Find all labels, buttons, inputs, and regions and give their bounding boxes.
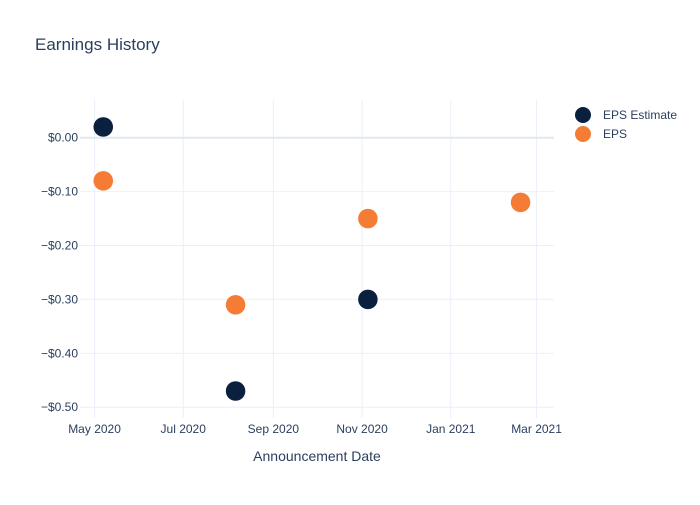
- series-eps-estimate: [93, 116, 531, 402]
- eps-point[interactable]: [93, 170, 114, 192]
- series-eps: [93, 170, 531, 316]
- y-tick-label: −$0.40: [41, 346, 78, 360]
- legend-label: EPS: [603, 127, 627, 141]
- eps-estimate-point[interactable]: [357, 289, 379, 310]
- y-axis-ticks: $0.00 −$0.10 −$0.20 −$0.30 −$0.40 −$0.50: [41, 131, 78, 414]
- chart-title: Earnings History: [35, 35, 160, 54]
- eps-point[interactable]: [357, 208, 379, 229]
- legend-item-eps[interactable]: EPS: [575, 126, 627, 142]
- legend-marker: [575, 107, 591, 123]
- legend: EPS Estimate EPS: [575, 107, 677, 142]
- legend-label: EPS Estimate: [603, 108, 677, 122]
- data-points: [93, 116, 531, 402]
- legend-marker: [575, 126, 591, 142]
- y-tick-label: $0.00: [48, 131, 78, 145]
- x-tick-label: Jul 2020: [161, 422, 207, 436]
- x-tick-label: Sep 2020: [248, 422, 300, 436]
- x-tick-label: Nov 2020: [336, 422, 388, 436]
- eps-estimate-point[interactable]: [93, 116, 114, 138]
- x-tick-label: Mar 2021: [511, 422, 562, 436]
- y-tick-label: −$0.50: [41, 400, 78, 414]
- grid-lines: [80, 100, 554, 418]
- x-axis-title: Announcement Date: [253, 448, 381, 464]
- legend-item-eps-estimate[interactable]: EPS Estimate: [575, 107, 677, 123]
- eps-estimate-point[interactable]: [225, 380, 246, 402]
- y-tick-label: −$0.20: [41, 239, 78, 253]
- x-tick-label: May 2020: [68, 422, 121, 436]
- x-tick-label: Jan 2021: [426, 422, 476, 436]
- y-tick-label: −$0.30: [41, 292, 78, 306]
- eps-point[interactable]: [510, 192, 531, 213]
- y-tick-label: −$0.10: [41, 185, 78, 199]
- eps-point[interactable]: [225, 294, 246, 316]
- x-axis-ticks: May 2020 Jul 2020 Sep 2020 Nov 2020 Jan 2021…: [68, 422, 562, 436]
